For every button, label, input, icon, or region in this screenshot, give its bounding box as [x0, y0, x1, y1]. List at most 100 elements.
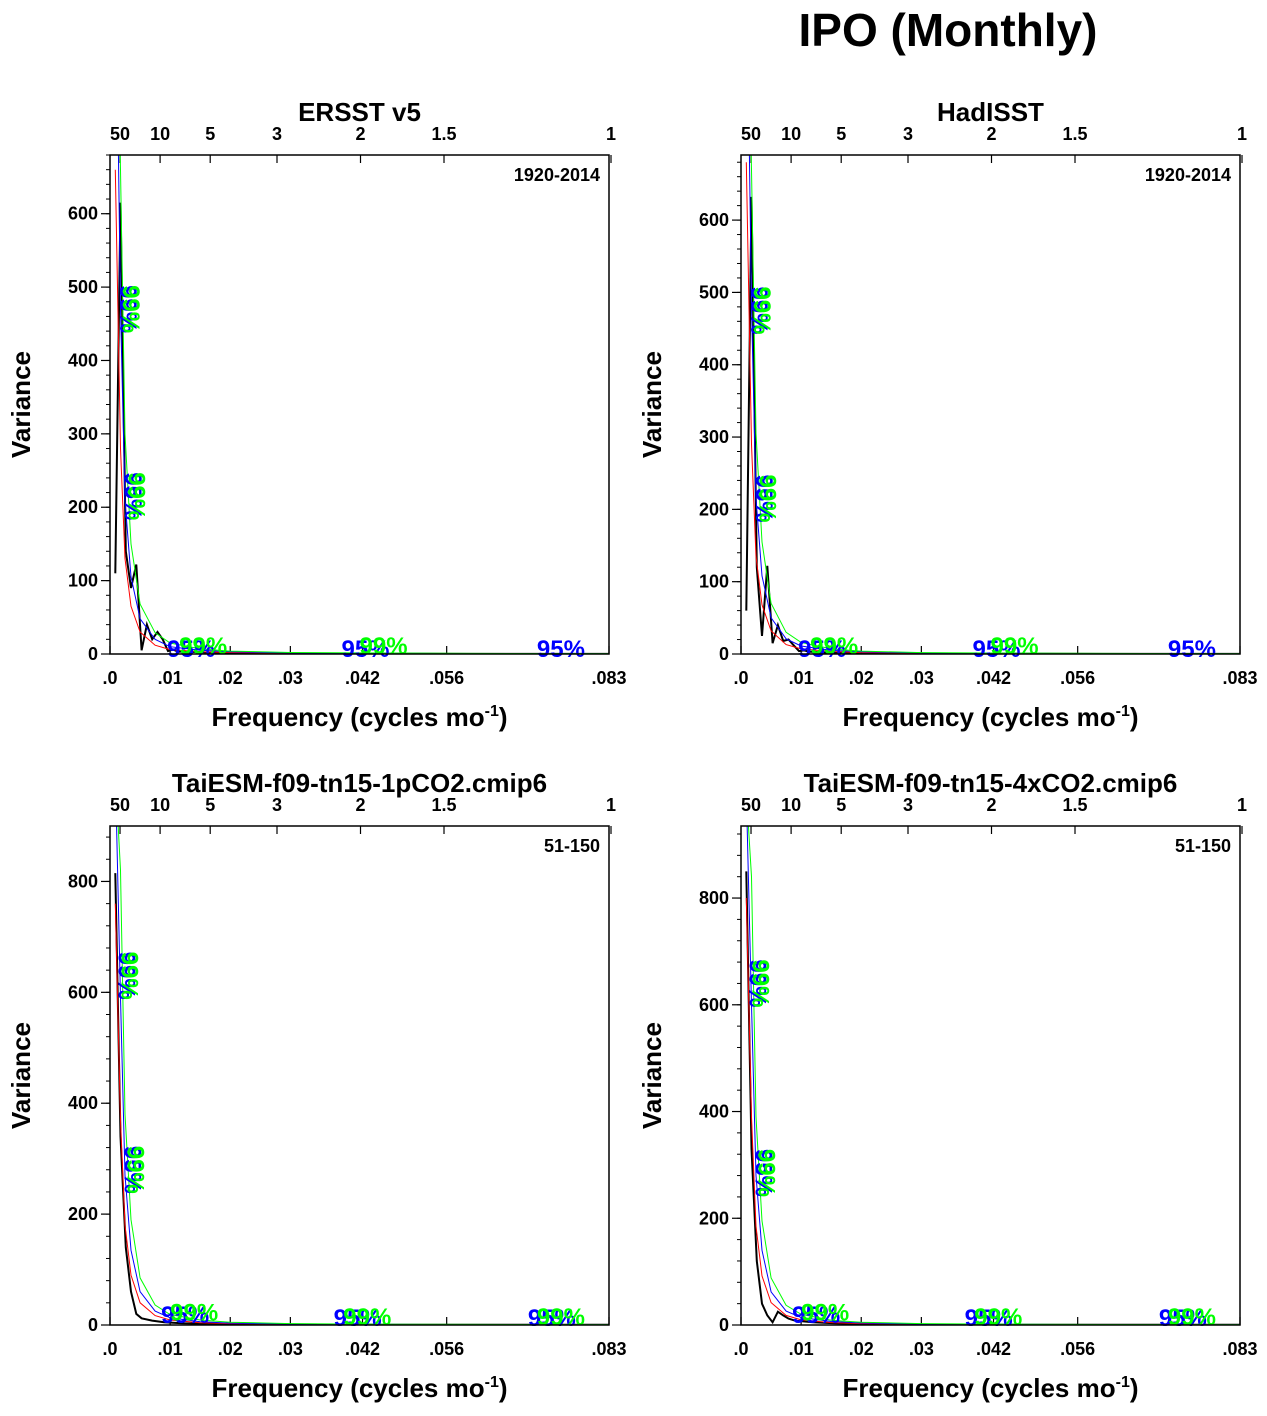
- x-axis-label-end: ): [1130, 1373, 1139, 1403]
- x-tick-label: .01: [158, 1339, 183, 1359]
- significance-label: 95%: [798, 636, 846, 663]
- top-tick-label: 3: [903, 795, 913, 815]
- y-tick-label: 100: [699, 572, 729, 592]
- y-axis-label: Variance: [6, 1022, 36, 1129]
- significance-label: 95%: [341, 636, 389, 663]
- significance-label: 95%: [118, 1146, 145, 1194]
- significance-label: 99%: [991, 633, 1039, 660]
- period-label: 51-150: [1175, 836, 1231, 856]
- top-tick-label: 1.5: [1062, 124, 1087, 144]
- series-line-2: [745, 897, 1240, 1325]
- significance-label: 95%: [965, 1305, 1013, 1332]
- y-tick-label: 100: [68, 571, 98, 591]
- significance-label: 99%: [1168, 1304, 1216, 1331]
- x-tick-label: .01: [789, 668, 814, 688]
- x-axis-label-superscript: -1: [1116, 1374, 1130, 1391]
- chart-panel-2: HadISST 1920-2014 0 100 200 300 400 500 600 .0 .01…: [637, 97, 1258, 732]
- significance-label: 99%: [360, 633, 408, 660]
- x-tick-label: .02: [218, 668, 243, 688]
- x-axis-label-superscript: -1: [485, 1374, 499, 1391]
- chart-panel-4: TaiESM-f09-tn15-4xCO2.cmip651-1500200400…: [637, 768, 1258, 1403]
- top-tick-label: 1.5: [1062, 795, 1087, 815]
- x-tick-label: .03: [278, 668, 303, 688]
- y-tick-label: 600: [699, 210, 729, 230]
- significance-label: 95%: [1168, 636, 1216, 663]
- top-tick-label: 5: [836, 795, 846, 815]
- significance-label: 95%: [750, 474, 777, 522]
- significance-label: 99%: [115, 952, 142, 1000]
- x-axis-label-main: Frequency (cycles mo: [211, 702, 484, 732]
- y-tick-label: 0: [88, 644, 98, 664]
- significance-label: 95%: [528, 1305, 576, 1332]
- y-axis-label: Variance: [637, 351, 667, 458]
- x-tick-label: .083: [591, 668, 626, 688]
- top-tick-label: 10: [150, 124, 170, 144]
- significance-label: 95%: [537, 636, 585, 663]
- significance-label: 99%: [974, 1304, 1022, 1331]
- x-tick-label: .02: [218, 1339, 243, 1359]
- series-line-3: [746, 826, 1240, 1325]
- y-axis-label: Variance: [637, 1022, 667, 1129]
- x-tick-label: .0: [102, 668, 117, 688]
- top-tick-label: 5: [205, 124, 215, 144]
- x-axis-label: Frequency (cycles mo-1): [211, 1373, 507, 1403]
- significance-label: 99%: [179, 633, 227, 660]
- x-axis-label-main: Frequency (cycles mo: [842, 1373, 1115, 1403]
- top-tick-label: 3: [272, 795, 282, 815]
- x-tick-label: .01: [158, 668, 183, 688]
- x-axis-label-end: ): [499, 1373, 508, 1403]
- x-axis-label-main: Frequency (cycles mo: [211, 1373, 484, 1403]
- y-tick-label: 600: [68, 982, 98, 1002]
- y-tick-label: 500: [68, 277, 98, 297]
- x-tick-label: .03: [278, 1339, 303, 1359]
- significance-label: 95%: [167, 636, 215, 663]
- significance-label: 99%: [754, 474, 781, 522]
- y-tick-label: 300: [68, 424, 98, 444]
- significance-label: 99%: [746, 959, 773, 1007]
- x-tick-label: .042: [976, 668, 1011, 688]
- x-tick-label: .0: [733, 668, 748, 688]
- significance-label: 95%: [1159, 1305, 1207, 1332]
- significance-label: 99%: [745, 286, 772, 334]
- significance-label: 95%: [119, 472, 146, 520]
- x-axis-label: Frequency (cycles mo-1): [842, 702, 1138, 732]
- y-tick-label: 400: [68, 1093, 98, 1113]
- x-tick-label: .056: [429, 1339, 464, 1359]
- x-tick-label: .056: [1060, 1339, 1095, 1359]
- x-tick-label: .083: [1222, 668, 1257, 688]
- x-tick-label: .0: [733, 1339, 748, 1359]
- significance-label: 99%: [343, 1304, 391, 1331]
- top-tick-label: 3: [903, 124, 913, 144]
- y-tick-label: 400: [699, 355, 729, 375]
- x-tick-label: .01: [789, 1339, 814, 1359]
- top-tick-label: 50: [741, 795, 761, 815]
- x-tick-label: .0: [102, 1339, 117, 1359]
- x-axis-label-superscript: -1: [1116, 703, 1130, 720]
- y-tick-label: 0: [719, 644, 729, 664]
- top-tick-label: 50: [741, 124, 761, 144]
- y-tick-label: 400: [68, 350, 98, 370]
- series-line-3: [116, 826, 609, 1325]
- x-axis-label: Frequency (cycles mo-1): [211, 702, 507, 732]
- significance-label: 95%: [749, 1149, 776, 1197]
- top-tick-label: 1: [1237, 795, 1247, 815]
- top-tick-label: 10: [781, 124, 801, 144]
- top-tick-label: 1: [606, 795, 616, 815]
- panel-title: TaiESM-f09-tn15-4xCO2.cmip6: [804, 768, 1178, 798]
- chart-panel-1: ERSST v5 1920-2014 0 100 200 300 400 500 600 .0 .0…: [6, 97, 627, 732]
- x-tick-label: .02: [849, 668, 874, 688]
- top-tick-label: 50: [110, 795, 130, 815]
- series-line-4: [117, 826, 609, 1325]
- significance-label: 99%: [810, 633, 858, 660]
- y-tick-label: 300: [699, 427, 729, 447]
- x-axis-label-main: Frequency (cycles mo: [842, 702, 1115, 732]
- x-tick-label: .083: [591, 1339, 626, 1359]
- x-tick-label: .042: [345, 1339, 380, 1359]
- chart-panel-3: TaiESM-f09-tn15-1pCO2.cmip651-1500200400…: [6, 768, 627, 1403]
- x-axis-label-end: ): [1130, 702, 1139, 732]
- panel-title: ERSST v5: [298, 97, 421, 127]
- top-tick-label: 2: [355, 795, 365, 815]
- y-tick-label: 600: [68, 204, 98, 224]
- period-label: 1920-2014: [514, 165, 600, 185]
- y-tick-label: 600: [699, 995, 729, 1015]
